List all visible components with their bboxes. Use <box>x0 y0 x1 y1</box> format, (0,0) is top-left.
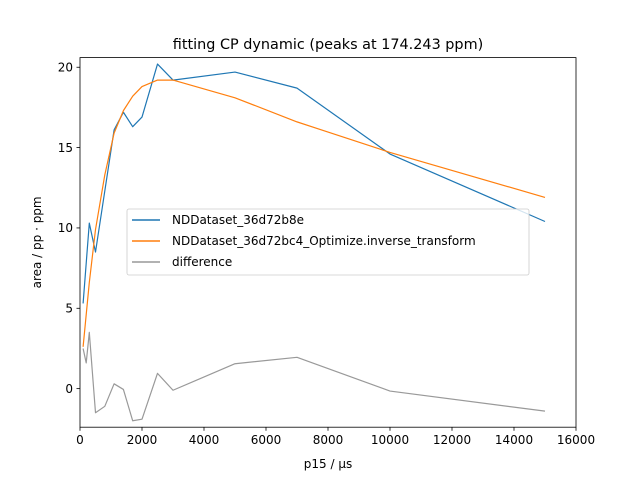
x-tick-label: 10000 <box>371 433 409 447</box>
y-axis-ticks: 0 5 10 15 20 <box>58 60 80 396</box>
legend-label-0: NDDataset_36d72b8e <box>172 213 304 227</box>
y-tick-label: 5 <box>65 301 73 315</box>
x-tick-label: 2000 <box>127 433 158 447</box>
plot-lines <box>82 63 546 422</box>
y-tick-label: 0 <box>65 382 73 396</box>
chart-title: fitting CP dynamic (peaks at 174.243 ppm… <box>173 37 483 53</box>
x-tick-label: 0 <box>76 433 84 447</box>
series-line-2 <box>82 331 546 422</box>
y-tick-label: 20 <box>58 60 73 74</box>
x-tick-label: 4000 <box>189 433 220 447</box>
x-axis-ticks: 0 2000 4000 6000 8000 10000 12000 14000 16000 <box>76 427 595 447</box>
y-tick-label: 10 <box>58 221 73 235</box>
x-tick-label: 16000 <box>557 433 595 447</box>
legend: NDDataset_36d72b8e NDDataset_36d72bc4_Opt… <box>126 208 530 276</box>
x-tick-label: 8000 <box>313 433 344 447</box>
legend-entries: NDDataset_36d72b8e NDDataset_36d72bc4_Opt… <box>132 213 476 269</box>
series-line-0 <box>82 63 546 304</box>
legend-frame <box>126 208 530 276</box>
legend-label-1: NDDataset_36d72bc4_Optimize.inverse_tran… <box>172 234 476 248</box>
x-axis-label: p15 / µs <box>304 457 352 471</box>
series-line-1 <box>82 79 546 347</box>
y-tick-label: 15 <box>58 141 73 155</box>
x-tick-label: 12000 <box>433 433 471 447</box>
x-tick-label: 14000 <box>495 433 533 447</box>
y-axis-label: area / pp · ppm <box>30 196 44 288</box>
legend-label-2: difference <box>172 255 232 269</box>
x-tick-label: 6000 <box>251 433 282 447</box>
